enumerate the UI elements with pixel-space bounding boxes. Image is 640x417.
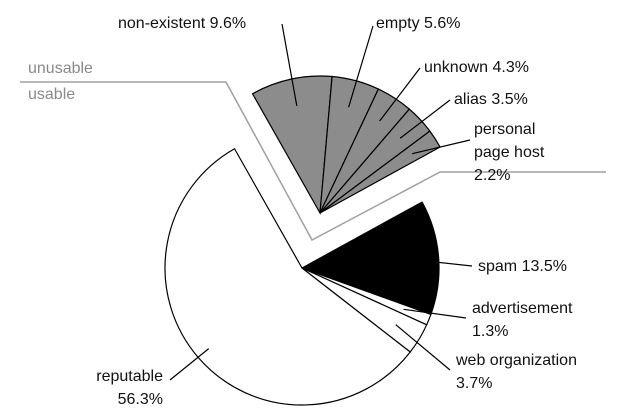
- leader-line: [403, 308, 467, 319]
- slice-label: web organization 3.7%: [456, 349, 616, 395]
- leader-line: [395, 324, 451, 371]
- slice-label: unknown 4.3%: [424, 56, 564, 79]
- pie-slice: [251, 75, 333, 215]
- category-label: spam: [478, 258, 518, 275]
- value-label: 3.7%: [456, 375, 493, 392]
- value-label: 4.3%: [492, 59, 529, 76]
- slice-label: alias 3.5%: [454, 88, 564, 111]
- pie-slice: [300, 201, 440, 316]
- slice-label: non-existent 9.6%: [118, 12, 278, 35]
- group-label: usable: [28, 86, 76, 103]
- category-label: non-existent: [118, 15, 206, 32]
- slice-label: spam 13.5%: [478, 255, 598, 278]
- value-label: 13.5%: [521, 258, 567, 275]
- category-label: unknown: [424, 59, 489, 76]
- leader-line: [281, 23, 298, 106]
- category-label: advertisement: [472, 300, 573, 317]
- value-label: 5.6%: [424, 15, 461, 32]
- value-label: 3.5%: [491, 91, 528, 108]
- leader-line: [411, 258, 473, 267]
- group-label: unusable: [28, 60, 93, 77]
- leader-line: [399, 99, 451, 139]
- slice-label: personal page host 2.2%: [474, 118, 574, 187]
- slice-label: reputable 56.3%: [60, 365, 163, 411]
- leader-line: [169, 348, 210, 381]
- leader-line: [412, 139, 471, 155]
- value-label: 9.6%: [209, 15, 247, 32]
- value-label: 2.2%: [474, 167, 511, 184]
- slice-label: advertisement 1.3%: [472, 297, 602, 343]
- leader-line: [379, 67, 421, 122]
- value-label: 56.3%: [117, 391, 163, 408]
- category-label: personal page host: [474, 121, 545, 161]
- value-label: 1.3%: [472, 323, 509, 340]
- group-divider: [20, 81, 606, 242]
- slice-label: empty 5.6%: [376, 12, 486, 35]
- category-label: alias: [454, 91, 487, 108]
- leader-line: [348, 25, 374, 108]
- category-label: empty: [376, 15, 420, 32]
- category-label: web organization: [456, 352, 577, 369]
- category-label: reputable: [96, 368, 163, 385]
